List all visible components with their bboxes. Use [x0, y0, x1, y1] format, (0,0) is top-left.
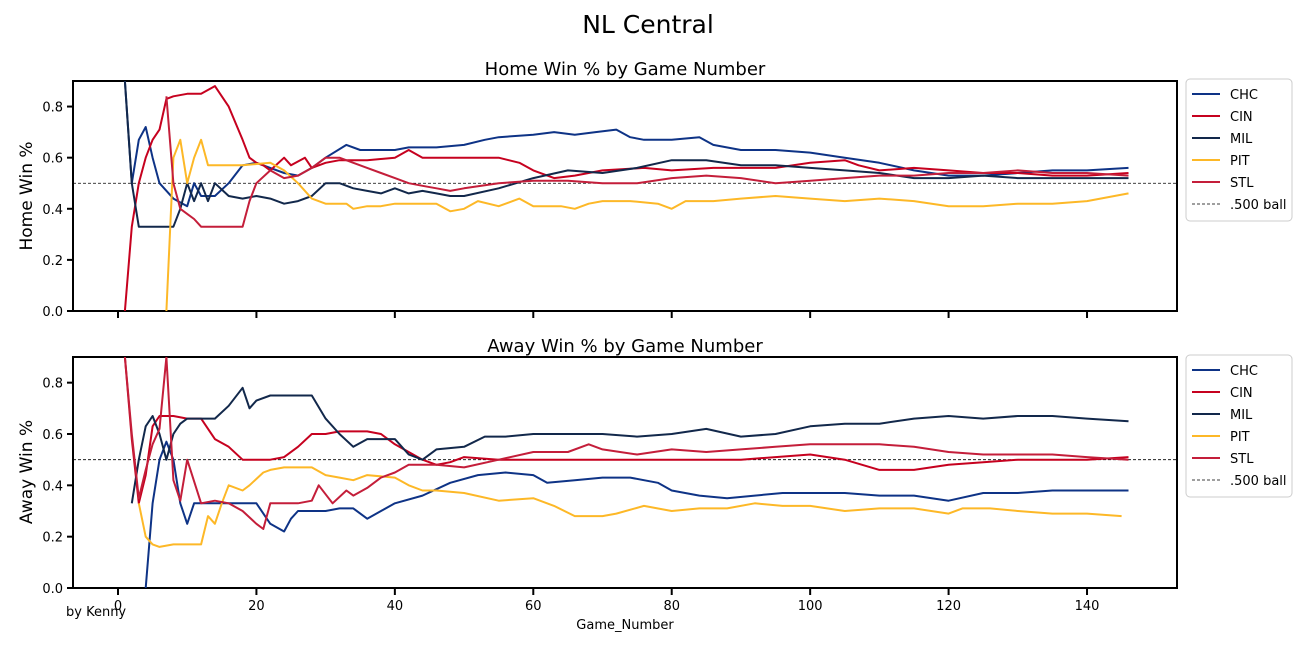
- home-y-axis-label: Home Win %: [17, 141, 37, 250]
- away-xtick-label: 120: [936, 599, 961, 614]
- away-xtick-label: 60: [525, 599, 542, 614]
- away-xtick-label: 20: [248, 599, 265, 614]
- away-legend-label-mil: MIL: [1230, 408, 1253, 423]
- away-grid-ticks: 0.0 0.2 0.4 0.6 0.8 0 20 40 60 80 100 120 140: [42, 377, 1099, 614]
- away-series-pit-line: [137, 466, 1122, 548]
- home-legend: CHC CIN MIL PIT STL .500 ball: [1185, 78, 1293, 222]
- away-x-axis-label: Game_Number: [576, 618, 674, 633]
- figure-suptitle: NL Central: [582, 10, 714, 39]
- home-chart-title: Home Win % by Game Number: [485, 59, 766, 80]
- away-ytick-label: 0.4: [42, 479, 63, 494]
- away-legend-label-reference: .500 ball: [1230, 474, 1287, 489]
- home-plot-frame: [72, 80, 1178, 312]
- away-xtick-label: 80: [663, 599, 680, 614]
- away-chart-panel: 0.0 0.2 0.4 0.6 0.8 0 20 40 60 80 100 120 140 Away W…: [17, 336, 1293, 633]
- home-series-layer: [123, 81, 1129, 311]
- away-xtick-label: 0: [114, 599, 122, 614]
- home-legend-label-pit: PIT: [1230, 154, 1250, 169]
- home-legend-label-reference: .500 ball: [1230, 198, 1287, 213]
- home-legend-label-chc: CHC: [1230, 88, 1258, 103]
- away-legend-frame: [1185, 354, 1293, 498]
- home-legend-label-cin: CIN: [1230, 110, 1253, 125]
- away-ytick-label: 0.8: [42, 377, 63, 392]
- away-ytick-label: 0.0: [42, 582, 63, 597]
- home-ytick-label: 0.4: [42, 203, 63, 218]
- home-series-stl-line: [165, 96, 1129, 228]
- away-series-layer: [123, 357, 1129, 588]
- home-series-cin-line: [123, 85, 1129, 311]
- home-chart-panel: 0.0 0.2 0.4 0.6 0.8 Home Win % by Game Numbe…: [17, 59, 1293, 320]
- away-series-chc-line: [144, 440, 1129, 588]
- away-ytick-label: 0.6: [42, 428, 63, 443]
- away-legend: CHC CIN MIL PIT STL .500 ball: [1185, 354, 1293, 498]
- home-ytick-label: 0.0: [42, 305, 63, 320]
- home-ytick-label: 0.8: [42, 101, 63, 116]
- home-grid-ticks: 0.0 0.2 0.4 0.6 0.8: [42, 101, 1089, 320]
- away-ytick-label: 0.2: [42, 531, 63, 546]
- home-ytick-label: 0.6: [42, 152, 63, 167]
- home-series-chc-line: [123, 81, 1129, 208]
- figure-credit: by Kenny: [66, 605, 126, 620]
- away-plot-frame: [72, 356, 1178, 589]
- home-legend-label-stl: STL: [1230, 176, 1254, 191]
- home-legend-frame: [1185, 78, 1293, 222]
- away-chart-title: Away Win % by Game Number: [487, 336, 763, 357]
- home-series-mil-line: [123, 81, 1129, 228]
- away-legend-label-chc: CHC: [1230, 364, 1258, 379]
- away-xtick-label: 100: [798, 599, 823, 614]
- away-legend-label-pit: PIT: [1230, 430, 1250, 445]
- home-ytick-label: 0.2: [42, 254, 63, 269]
- away-legend-label-cin: CIN: [1230, 386, 1253, 401]
- away-legend-label-stl: STL: [1230, 452, 1254, 467]
- away-xtick-label: 140: [1075, 599, 1100, 614]
- home-series-pit-line: [165, 138, 1129, 311]
- away-xtick-label: 40: [387, 599, 404, 614]
- away-series-mil-line: [130, 386, 1129, 504]
- away-y-axis-label: Away Win %: [17, 420, 37, 524]
- home-legend-label-mil: MIL: [1230, 132, 1253, 147]
- away-series-stl-line: [123, 357, 1129, 530]
